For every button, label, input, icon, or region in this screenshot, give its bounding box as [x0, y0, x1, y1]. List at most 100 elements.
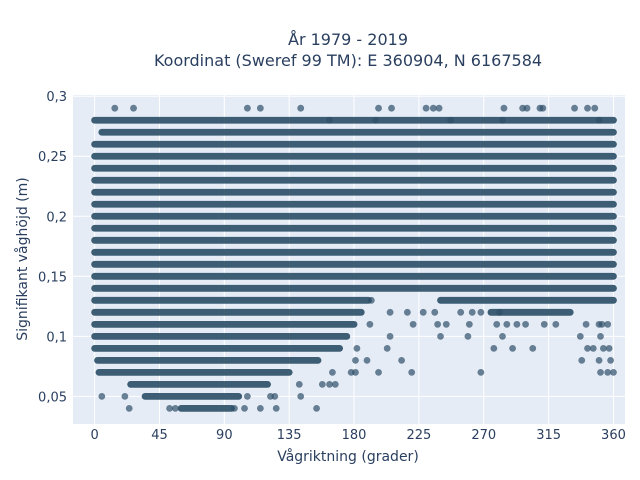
data-point	[552, 320, 560, 328]
data-band	[91, 344, 344, 352]
data-point	[383, 344, 391, 352]
data-point	[607, 356, 614, 364]
data-band	[91, 152, 617, 160]
x-tick-label: 180	[342, 428, 367, 443]
data-point	[595, 116, 603, 124]
data-point	[331, 380, 339, 388]
data-point	[599, 344, 607, 352]
x-tick-label: 0	[90, 428, 98, 443]
data-point	[243, 392, 251, 400]
data-point	[367, 296, 375, 304]
data-point	[490, 344, 498, 352]
y-tick-label: 0,25	[38, 150, 67, 165]
data-point	[125, 404, 133, 412]
data-point	[604, 368, 612, 376]
data-point	[468, 308, 476, 316]
data-band	[91, 224, 617, 232]
data-point	[297, 392, 305, 400]
data-point	[295, 380, 303, 388]
data-point	[464, 332, 472, 340]
data-point	[499, 116, 506, 124]
data-point	[539, 104, 547, 112]
data-point	[597, 368, 604, 376]
data-point	[398, 356, 406, 364]
data-band	[91, 308, 365, 316]
data-point	[582, 320, 590, 328]
data-point	[598, 320, 606, 328]
data-band	[98, 128, 617, 136]
data-point	[503, 320, 511, 328]
data-point	[442, 320, 450, 328]
data-point	[111, 104, 119, 112]
data-point	[326, 116, 333, 124]
data-point	[496, 308, 504, 316]
data-band	[95, 368, 293, 376]
data-point	[591, 104, 599, 112]
data-band	[91, 188, 617, 196]
data-point	[437, 332, 444, 340]
data-point	[231, 404, 238, 412]
chart-title-line-2: Koordinat (Sweref 99 TM): E 360904, N 61…	[154, 51, 542, 70]
data-point	[313, 404, 320, 412]
data-point	[595, 356, 603, 364]
x-tick-label: 135	[277, 428, 302, 443]
data-point	[499, 332, 506, 340]
data-point	[477, 308, 485, 316]
data-band	[127, 380, 271, 388]
data-band	[141, 392, 243, 400]
tick-labels: 0 45 90 135 180 225 270 315 360 0,05 0,1 0,15 0,2 0,2…	[38, 90, 626, 443]
data-band	[91, 296, 372, 304]
data-point	[605, 344, 613, 352]
data-point	[326, 380, 333, 388]
y-axis-title: Signifikant våghöjd (m)	[14, 177, 31, 340]
data-band	[91, 248, 617, 256]
data-point	[431, 308, 439, 316]
data-band	[91, 236, 617, 244]
data-band	[91, 332, 351, 340]
data-point	[578, 356, 586, 364]
chart-title-line-1: År 1979 - 2019	[288, 30, 408, 49]
data-point	[447, 116, 455, 124]
x-axis-title: Vågriktning (grader)	[277, 448, 419, 465]
data-point	[457, 308, 465, 316]
data-point	[121, 392, 129, 400]
y-tick-label: 0,05	[38, 390, 67, 405]
data-band	[91, 212, 617, 220]
data-band	[177, 404, 235, 412]
data-band	[487, 308, 574, 316]
data-point	[386, 308, 394, 316]
data-point	[98, 392, 106, 400]
x-tick-label: 45	[151, 428, 168, 443]
data-point	[386, 332, 394, 340]
data-point	[509, 344, 516, 352]
data-band	[94, 356, 322, 364]
x-tick-label: 90	[216, 428, 233, 443]
data-point	[130, 104, 137, 112]
data-point	[388, 104, 395, 112]
y-tick-label: 0,3	[46, 90, 67, 105]
data-point	[272, 404, 280, 412]
data-point	[352, 356, 359, 364]
data-point	[576, 332, 584, 340]
data-point	[500, 104, 508, 112]
data-point	[513, 320, 521, 328]
data-point	[584, 104, 591, 112]
y-tick-label: 0,2	[46, 210, 67, 225]
data-point	[465, 320, 473, 328]
data-point	[597, 332, 604, 340]
data-point	[256, 404, 264, 412]
data-point	[243, 104, 251, 112]
data-point	[171, 404, 179, 412]
data-band	[91, 284, 617, 292]
data-point	[363, 356, 371, 364]
data-point	[271, 392, 279, 400]
data-point	[375, 368, 382, 376]
data-point	[589, 344, 597, 352]
data-point	[403, 308, 411, 316]
x-tick-label: 270	[471, 428, 496, 443]
data-point	[419, 308, 427, 316]
data-point	[352, 368, 359, 376]
y-tick-label: 0,15	[38, 270, 67, 285]
